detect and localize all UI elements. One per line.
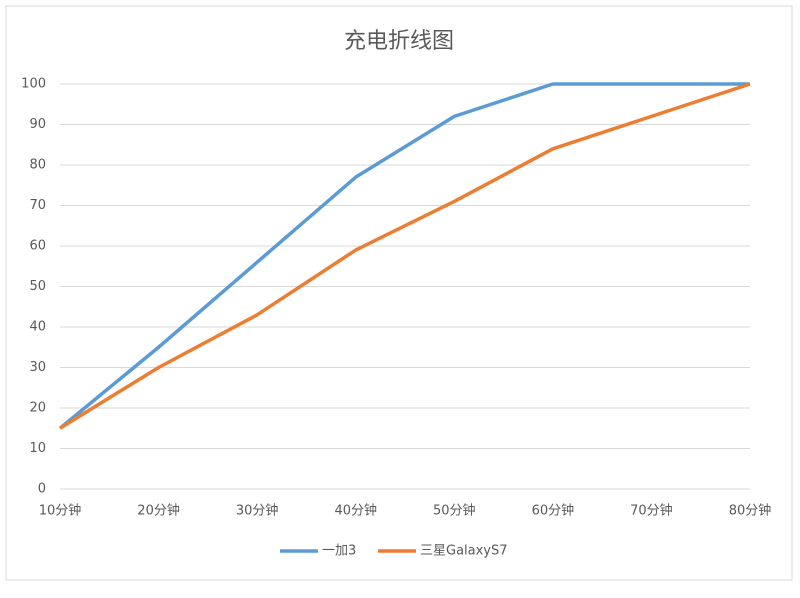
y-tick-label: 50 <box>29 279 46 294</box>
y-tick-label: 70 <box>29 198 46 213</box>
series-line <box>59 82 751 430</box>
series-line <box>58 82 750 430</box>
y-tick-label: 100 <box>21 77 46 92</box>
y-tick-label: 80 <box>29 158 46 173</box>
x-tick-label: 50分钟 <box>433 503 476 519</box>
x-tick-label: 10分钟 <box>39 503 82 519</box>
y-tick-label: 30 <box>29 360 46 375</box>
x-tick-label: 80分钟 <box>729 503 772 519</box>
y-tick-label: 60 <box>29 239 46 254</box>
x-tick-label: 40分钟 <box>334 503 377 519</box>
x-tick-label: 20分钟 <box>137 503 180 519</box>
y-tick-label: 90 <box>29 117 46 132</box>
legend-label: 一加3 <box>322 544 356 559</box>
x-tick-label: 30分钟 <box>236 503 279 519</box>
y-tick-label: 20 <box>29 401 46 416</box>
x-tick-label: 60分钟 <box>532 503 575 519</box>
y-tick-label: 40 <box>29 320 46 335</box>
chart-border <box>5 5 793 581</box>
legend-label: 三星GalaxyS7 <box>420 544 508 559</box>
x-tick-label: 70分钟 <box>630 503 673 519</box>
chart-title: 充电折线图 <box>344 29 454 54</box>
y-tick-label: 10 <box>29 441 46 456</box>
y-tick-label: 0 <box>38 482 46 497</box>
